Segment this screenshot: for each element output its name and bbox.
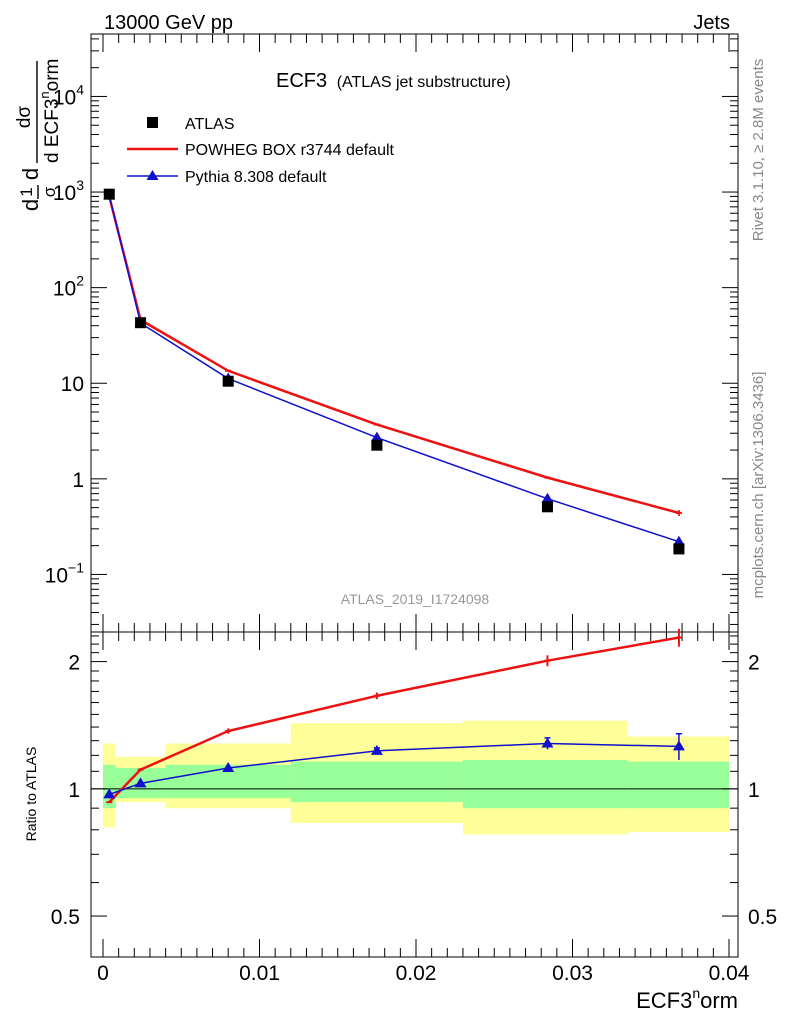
rivet-version-label: Rivet 3.1.10, ≥ 2.8M events — [750, 59, 767, 242]
ratio-y-tick-label-left: 0.5 — [51, 906, 80, 929]
atlas-data-point — [371, 439, 383, 451]
main-y-axis-label: d 1 σ d dσ d ECF3norm — [14, 59, 63, 212]
legend-pythia-label: Pythia 8.308 default — [185, 169, 327, 186]
x-ticks: 0 0.01 0.02 0.03 0.04 — [97, 34, 750, 985]
x-tick-label: 0.03 — [552, 962, 593, 985]
ratio-y-tick-label-right: 0.5 — [748, 906, 777, 929]
pythia-line — [108, 195, 680, 543]
band-inner-bin — [290, 761, 463, 803]
ratio-series — [103, 628, 685, 804]
x-axis-label: ECF3norm — [636, 985, 738, 1013]
pythia-ratio-point — [134, 777, 147, 788]
pythia-point — [672, 535, 685, 546]
ylabel-frac1-den: σ — [40, 186, 59, 197]
main-y-tick-label: 10−1 — [45, 559, 85, 587]
header-right: Jets — [693, 12, 730, 34]
legend-atlas-label: ATLAS — [185, 116, 235, 133]
pythia-ratio-point — [541, 737, 554, 748]
xlabel-tail: orm — [700, 988, 738, 1013]
analysis-id: ATLAS_2019_I1724098 — [341, 591, 490, 607]
atlas-data-point — [222, 375, 234, 387]
ylabel-frac2-num: dσ — [14, 106, 35, 129]
legend: ATLAS POWHEG BOX r3744 default Pythia 8.… — [127, 116, 395, 186]
ratio-y-axis-label: Ratio to ATLAS — [23, 747, 39, 842]
ylabel-frac2-den-sup: n — [37, 91, 52, 98]
pythia-ratio-line — [109, 742, 679, 796]
pythia-ratio-point — [370, 744, 383, 755]
legend-atlas-marker — [147, 117, 158, 128]
x-tick-label: 0.04 — [709, 962, 750, 985]
x-tick-label: 0 — [97, 962, 109, 985]
uncertainty-band-inner — [103, 760, 729, 809]
atlas-data-point — [103, 188, 115, 200]
x-tick-label: 0.01 — [239, 962, 280, 985]
xlabel-sup: n — [692, 985, 700, 1001]
ratio-y-ticks: 0.5 0.5 1 1 2 2 — [51, 635, 777, 958]
powheg-line — [108, 196, 680, 515]
pythia-ratio-point — [672, 740, 685, 751]
legend-pythia-marker — [146, 170, 159, 180]
atlas-data-point — [673, 543, 685, 555]
header-left: 13000 GeV pp — [104, 12, 233, 34]
ratio-y-tick-label-left: 1 — [68, 779, 80, 802]
ratio-panel-frame — [90, 631, 739, 958]
pythia-point — [370, 431, 383, 442]
ylabel-d-mid: d — [18, 168, 43, 180]
plot-title-name: ECF3 — [276, 70, 327, 92]
plot-title-detail: (ATLAS jet substructure) — [337, 74, 511, 91]
plot-title: ECF3 (ATLAS jet substructure) — [276, 70, 511, 92]
powheg-ratio-line — [108, 636, 680, 804]
main-y-tick-label: 1 — [72, 469, 84, 492]
band-inner-bin — [627, 761, 729, 809]
x-tick-label: 0.02 — [396, 962, 437, 985]
pythia-ratio-point — [103, 788, 116, 799]
ylabel-d-prefix: d — [18, 199, 43, 211]
xlabel-base: ECF3 — [636, 988, 692, 1013]
ylabel-frac1-num: 1 — [17, 187, 36, 196]
main-y-tick-label: 10 — [61, 373, 84, 396]
pythia-ratio-point — [222, 762, 235, 773]
atlas-data-point — [541, 501, 553, 513]
atlas-data-point — [135, 317, 147, 329]
ylabel-frac2-den: d ECF3norm — [37, 59, 63, 163]
main-y-ticks: 10−1 1 10 102 103 104 — [45, 38, 738, 625]
main-y-tick-label: 103 — [53, 177, 84, 205]
ratio-y-tick-label-left: 2 — [68, 652, 80, 675]
main-y-tick-label: 104 — [53, 81, 84, 109]
ylabel-frac2-den-base: d ECF3 — [42, 99, 63, 163]
band-inner-bin — [462, 760, 628, 809]
legend-powheg-label: POWHEG BOX r3744 default — [185, 142, 395, 159]
mcplots-source-label: mcplots.cern.ch [arXiv:1306.3436] — [750, 372, 767, 599]
main-y-tick-label: 102 — [53, 273, 84, 301]
ylabel-frac2-den-tail: orm — [42, 59, 63, 92]
pythia-point — [541, 492, 554, 503]
ratio-y-tick-label-right: 1 — [748, 779, 760, 802]
ratio-y-tick-label-right: 2 — [748, 652, 760, 675]
main-series — [103, 188, 685, 555]
